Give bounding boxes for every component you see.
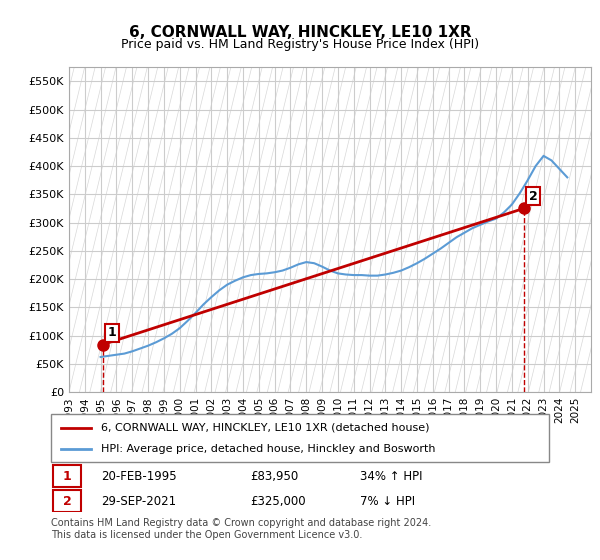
FancyBboxPatch shape [53, 490, 81, 512]
Text: Price paid vs. HM Land Registry's House Price Index (HPI): Price paid vs. HM Land Registry's House … [121, 38, 479, 51]
Text: 2: 2 [63, 495, 71, 508]
Text: 6, CORNWALL WAY, HINCKLEY, LE10 1XR (detached house): 6, CORNWALL WAY, HINCKLEY, LE10 1XR (det… [101, 423, 430, 433]
Text: £83,950: £83,950 [250, 470, 298, 483]
Text: 29-SEP-2021: 29-SEP-2021 [101, 495, 176, 508]
Text: 20-FEB-1995: 20-FEB-1995 [101, 470, 176, 483]
Text: 1: 1 [107, 326, 116, 339]
Text: £325,000: £325,000 [250, 495, 306, 508]
FancyBboxPatch shape [53, 465, 81, 487]
Text: 34% ↑ HPI: 34% ↑ HPI [360, 470, 422, 483]
Text: 7% ↓ HPI: 7% ↓ HPI [360, 495, 415, 508]
Text: 1: 1 [63, 470, 71, 483]
Text: 6, CORNWALL WAY, HINCKLEY, LE10 1XR: 6, CORNWALL WAY, HINCKLEY, LE10 1XR [128, 25, 472, 40]
Text: HPI: Average price, detached house, Hinckley and Bosworth: HPI: Average price, detached house, Hinc… [101, 444, 436, 454]
Text: 2: 2 [529, 190, 537, 203]
FancyBboxPatch shape [51, 414, 549, 462]
Text: Contains HM Land Registry data © Crown copyright and database right 2024.
This d: Contains HM Land Registry data © Crown c… [51, 518, 431, 540]
